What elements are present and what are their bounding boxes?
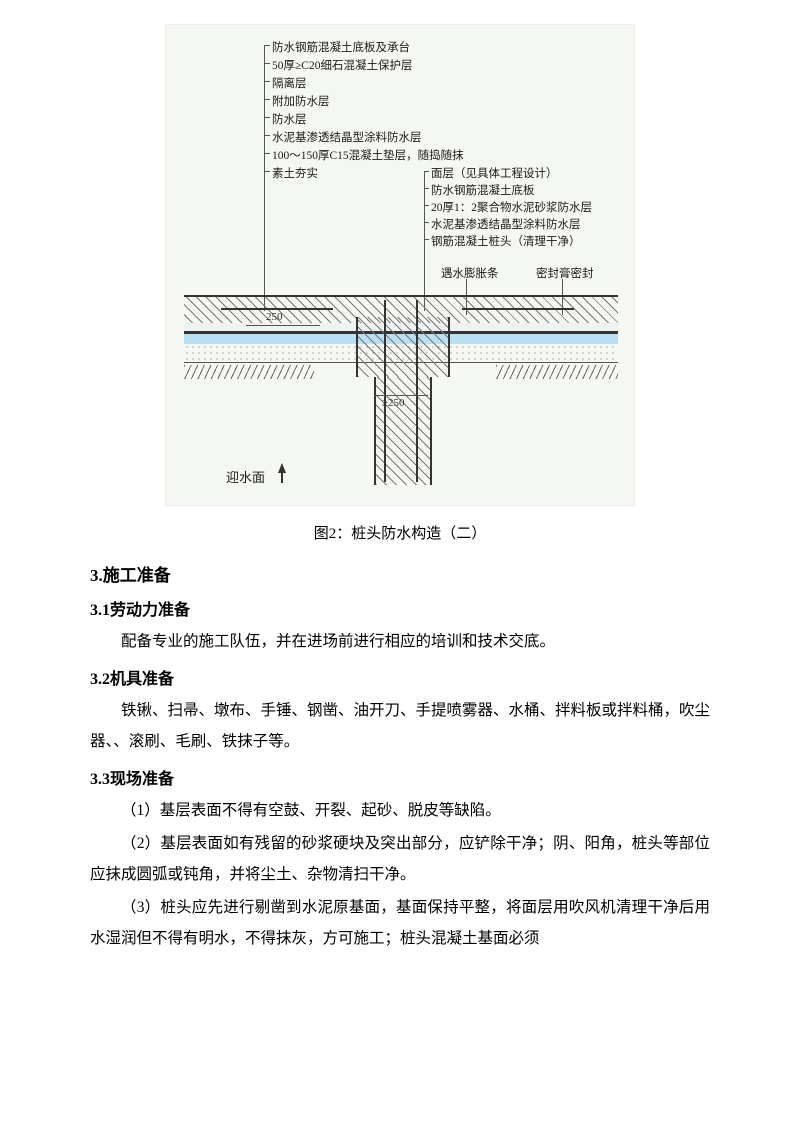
right-leader-3 (424, 222, 429, 223)
section-3-heading: 3.施工准备 (90, 561, 710, 586)
section-3-3-para-3: （3）桩头应先进行剔凿到水泥原基面，基面保持平整，将面层用吹风机清理干净后用水湿… (90, 892, 710, 954)
left-label-6: 100～150厚C15混凝土垫层，随捣随抹 (272, 147, 464, 163)
dim-250b-line (374, 395, 428, 396)
section-3-3-heading: 3.3现场准备 (90, 765, 710, 789)
arrow-stem (281, 473, 283, 483)
soil-hatch-right (496, 365, 618, 379)
mid-label-seal: 密封膏密封 (536, 265, 594, 281)
soil-hatch-left (184, 365, 314, 379)
rebar-right (462, 308, 574, 310)
right-label-3: 水泥基渗透结晶型涂料防水层 (431, 216, 581, 232)
right-label-0: 面层（见具体工程设计） (431, 165, 558, 181)
pile-shaft (374, 377, 432, 485)
left-leader-down (264, 171, 265, 311)
bottom-left-label: 迎水面 (226, 467, 265, 486)
arrow-up-icon (278, 463, 286, 473)
left-label-5: 水泥基渗透结晶型涂料防水层 (272, 129, 422, 145)
left-leader-3 (264, 99, 270, 100)
left-label-1: 50厚≥C20细石混凝土保护层 (272, 57, 412, 73)
dim-250: 250 (266, 311, 283, 323)
left-leader-4 (264, 117, 270, 118)
section-3-1-para: 配备专业的施工队伍，并在进场前进行相应的培训和技术交底。 (90, 626, 710, 657)
left-label-7: 素土夯实 (272, 165, 318, 181)
right-leader-2 (424, 205, 429, 206)
right-label-2: 20厚1：2聚合物水泥砂浆防水层 (431, 199, 592, 215)
figure-container: 防水钢筋混凝土底板及承台 50厚≥C20细石混凝土保护层 隔离层 附加防水层 防… (165, 24, 635, 506)
section-3-2-heading: 3.2机具准备 (90, 665, 710, 689)
right-label-1: 防水钢筋混凝土底板 (431, 182, 535, 198)
dim-250b: ≥250 (382, 397, 405, 409)
right-leader-1 (424, 188, 429, 189)
left-label-3: 附加防水层 (272, 93, 330, 109)
left-leader-6 (264, 153, 270, 154)
mid-label-swell: 遇水膨胀条 (441, 265, 499, 281)
section-3-2-para: 铁锹、扫帚、墩布、手锤、钢凿、油开刀、手提喷雾器、水桶、拌料板或拌料桶，吹尘器、… (90, 695, 710, 757)
pile-rebar-l (384, 300, 386, 482)
pile-rebar-r (416, 300, 418, 482)
left-leader-1 (264, 63, 270, 64)
section-3-3-para-1: （1）基层表面不得有空鼓、开裂、起砂、脱皮等缺陷。 (90, 795, 710, 826)
left-label-4: 防水层 (272, 111, 307, 127)
figure-caption: 图2：桩头防水构造（二） (90, 522, 710, 543)
left-leader-0 (264, 45, 270, 46)
left-label-0: 防水钢筋混凝土底板及承台 (272, 39, 410, 55)
left-leader-2 (264, 81, 270, 82)
figure-canvas: 防水钢筋混凝土底板及承台 50厚≥C20细石混凝土保护层 隔离层 附加防水层 防… (166, 25, 634, 505)
right-label-4: 钢筋混凝土桩头（清理干净） (431, 233, 581, 249)
section-3-3-para-2: （2）基层表面如有残留的砂浆硬块及突出部分，应铲除干净；阴、阳角，桩头等部位应抹… (90, 828, 710, 890)
left-leader-5 (264, 135, 270, 136)
section-3-1-heading: 3.1劳动力准备 (90, 596, 710, 620)
pile-flare (356, 317, 450, 377)
document-page: 防水钢筋混凝土底板及承台 50厚≥C20细石混凝土保护层 隔离层 附加防水层 防… (0, 0, 800, 996)
dim-250-line (246, 325, 320, 326)
left-label-2: 隔离层 (272, 75, 307, 91)
rebar-left (221, 308, 333, 310)
right-leader-0 (424, 171, 429, 172)
